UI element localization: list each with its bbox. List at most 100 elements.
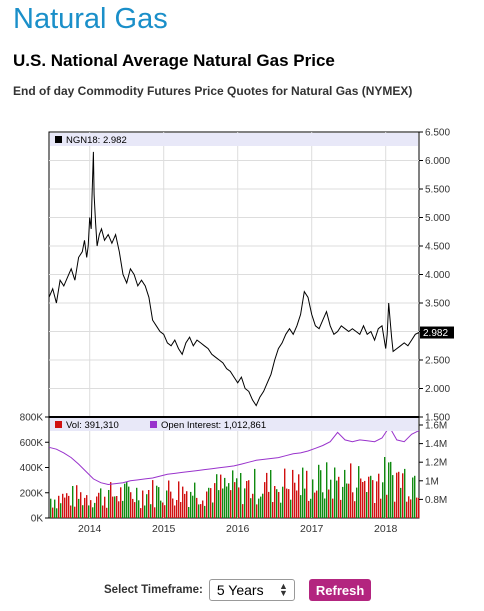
volume-bar — [240, 473, 242, 518]
volume-bar — [90, 500, 92, 518]
volume-bar — [70, 505, 72, 518]
volume-bar — [84, 497, 86, 518]
volume-bar — [368, 476, 370, 518]
volume-bar — [126, 481, 128, 518]
x-tick-label: 2015 — [152, 523, 176, 535]
volume-bar — [80, 492, 82, 518]
volume-bar — [56, 508, 58, 518]
volume-bar — [312, 479, 314, 518]
volume-bar — [324, 498, 326, 518]
volume-bar — [160, 500, 162, 518]
timeframe-control: Select Timeframe: 5 Years ▲ ▼ Refresh — [104, 577, 372, 603]
refresh-button[interactable]: Refresh — [308, 579, 372, 601]
volume-bar — [66, 493, 68, 518]
volume-bar — [276, 489, 278, 518]
volume-bar — [318, 464, 320, 518]
legend-swatch-volume — [55, 421, 62, 428]
volume-bar — [242, 504, 244, 518]
volume-bar — [328, 489, 330, 518]
volume-bar — [398, 471, 400, 518]
volume-bar — [238, 487, 240, 518]
legend-oi-label: Open Interest: 1,012,861 — [161, 420, 266, 431]
volume-bar — [230, 490, 232, 518]
volume-bar — [362, 482, 364, 518]
volume-bar — [214, 483, 216, 518]
legend-price-label: NGN18: 2.982 — [66, 135, 127, 146]
volume-bar — [252, 493, 254, 518]
volume-bar — [144, 505, 146, 518]
volume-bar — [364, 480, 366, 518]
oi-tick-label: 1.2M — [425, 458, 447, 469]
volume-bar — [272, 502, 274, 518]
volume-bar — [114, 496, 116, 518]
volume-bar — [132, 498, 134, 518]
legend-swatch-oi — [150, 421, 157, 428]
select-arrows-icon: ▲ ▼ — [278, 581, 288, 598]
volume-bar — [128, 486, 130, 518]
volume-bar — [358, 466, 360, 518]
volume-bar — [286, 488, 288, 518]
last-value-box — [420, 326, 454, 339]
volume-bar — [196, 497, 198, 518]
volume-bar — [244, 488, 246, 518]
volume-bar — [326, 462, 328, 518]
legend-band — [50, 133, 418, 146]
volume-bar — [156, 485, 158, 518]
price-tick-label: 6.500 — [425, 128, 450, 139]
volume-bar — [280, 502, 282, 518]
volume-bar — [354, 501, 356, 518]
volume-bar — [164, 505, 166, 518]
volume-bar — [58, 495, 60, 518]
volume-bar — [264, 482, 266, 518]
volume-bar — [184, 493, 186, 518]
volume-bar — [394, 501, 396, 518]
volume-bar — [292, 469, 294, 518]
volume-bar — [98, 492, 100, 518]
price-tick-label: 1.500 — [425, 413, 450, 424]
volume-bar — [308, 500, 310, 518]
volume-bar — [52, 507, 54, 518]
volume-bar — [350, 463, 352, 518]
volume-bar — [290, 499, 292, 518]
volume-bar — [310, 498, 312, 518]
volume-bar — [304, 488, 306, 518]
volume-bar — [124, 483, 126, 518]
volume-bar — [200, 504, 202, 518]
volume-bar — [222, 488, 224, 518]
volume-bar — [64, 497, 66, 518]
volume-bar — [88, 505, 90, 518]
volume-bar — [372, 480, 374, 518]
timeframe-select[interactable]: 5 Years ▲ ▼ — [208, 579, 295, 601]
volume-bar — [192, 495, 194, 518]
volume-bar — [374, 503, 376, 518]
volume-bar — [96, 496, 98, 518]
volume-bar — [404, 468, 406, 518]
volume-bar — [268, 491, 270, 518]
volume-bar — [232, 470, 234, 518]
volume-bar — [266, 472, 268, 518]
price-tick-label: 5.500 — [425, 185, 450, 196]
volume-bar — [68, 495, 70, 518]
volume-bar — [274, 486, 276, 518]
volume-bar — [94, 502, 96, 518]
volume-bar — [86, 495, 88, 518]
x-tick-label: 2018 — [374, 523, 398, 535]
volume-bar — [382, 482, 384, 518]
timeframe-value: 5 Years — [216, 582, 264, 598]
volume-bar — [342, 486, 344, 518]
volume-bar — [332, 498, 334, 518]
volume-bar — [258, 498, 260, 518]
volume-bar — [396, 472, 398, 518]
volume-bar — [150, 504, 152, 518]
volume-bar — [226, 486, 228, 518]
volume-bar — [296, 490, 298, 518]
volume-bar — [112, 496, 114, 518]
volume-bar — [400, 487, 402, 518]
volume-bar — [176, 500, 178, 518]
volume-bar — [162, 502, 164, 518]
volume-bar — [76, 485, 78, 518]
volume-bar — [416, 497, 418, 518]
volume-bar — [154, 507, 156, 518]
volume-bar — [92, 507, 94, 518]
volume-bar — [166, 490, 168, 518]
